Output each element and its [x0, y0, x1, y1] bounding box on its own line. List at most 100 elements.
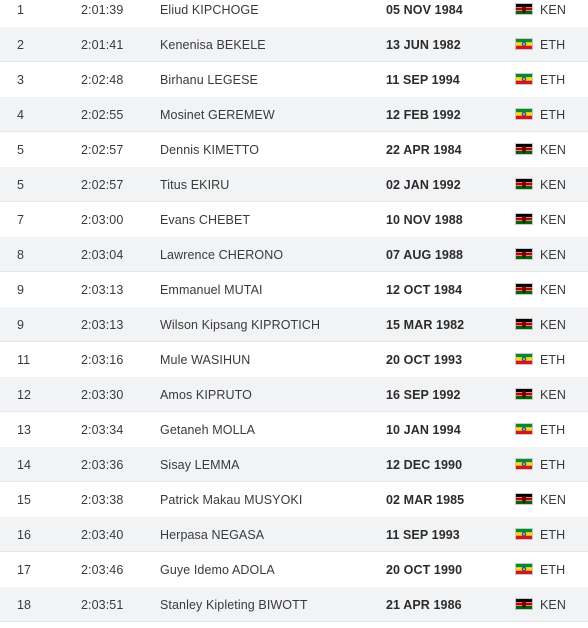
athlete-name[interactable]: Guye Idemo ADOLA [160, 562, 275, 577]
rank-cell: 11 [17, 352, 31, 367]
country-code: KEN [540, 597, 567, 612]
country-code: KEN [540, 282, 567, 297]
athlete-name[interactable]: Patrick Makau MUSYOKI [160, 492, 303, 507]
country-code: KEN [540, 492, 567, 507]
athlete-name[interactable]: Lawrence CHERONO [160, 247, 284, 262]
mark-cell: 2:02:48 [81, 72, 124, 87]
mark-cell: 2:03:16 [81, 352, 124, 367]
country-code: ETH [540, 457, 566, 472]
country-code: ETH [540, 37, 566, 52]
rank-cell: 1 [17, 2, 25, 17]
mark-cell: 2:02:55 [81, 107, 124, 122]
table-row: 9 2:03:13 Emmanuel MUTAI 12 OCT 1984 KEN [0, 272, 588, 307]
rank-cell: 18 [17, 597, 32, 612]
table-row: 3 2:02:48 Birhanu LEGESE 11 SEP 1994 ETH [0, 62, 588, 97]
athlete-name[interactable]: Dennis KIMETTO [160, 142, 260, 157]
ethiopia-flag-icon [515, 457, 533, 470]
rank-cell: 7 [17, 212, 25, 227]
athlete-name[interactable]: Sisay LEMMA [160, 457, 240, 472]
date-of-birth-cell: 20 OCT 1990 [386, 562, 463, 577]
rank-cell: 5 [17, 177, 25, 192]
date-of-birth-cell: 12 DEC 1990 [386, 457, 463, 472]
date-of-birth-cell: 20 OCT 1993 [386, 352, 463, 367]
rank-cell: 3 [17, 72, 25, 87]
table-row: 13 2:03:34 Getaneh MOLLA 10 JAN 1994 ETH [0, 412, 588, 447]
country-code: KEN [540, 2, 567, 17]
ethiopia-flag-icon [515, 37, 533, 50]
mark-cell: 2:03:51 [81, 597, 124, 612]
date-of-birth-cell: 10 JAN 1994 [386, 422, 461, 437]
table-row: 4 2:02:55 Mosinet GEREMEW 12 FEB 1992 ET… [0, 97, 588, 132]
mark-cell: 2:02:57 [81, 177, 124, 192]
ethiopia-flag-icon [515, 107, 533, 120]
rank-cell: 13 [17, 422, 32, 437]
country-code: KEN [540, 317, 567, 332]
kenya-flag-icon [515, 317, 533, 330]
ethiopia-flag-icon [515, 72, 533, 85]
athlete-name[interactable]: Emmanuel MUTAI [160, 282, 263, 297]
date-of-birth-cell: 22 APR 1984 [386, 142, 462, 157]
rank-cell: 9 [17, 282, 25, 297]
kenya-flag-icon [515, 247, 533, 260]
kenya-flag-icon [515, 282, 533, 295]
mark-cell: 2:03:46 [81, 562, 124, 577]
kenya-flag-icon [515, 492, 533, 505]
athlete-name[interactable]: Wilson Kipsang KIPROTICH [160, 317, 321, 332]
country-code: KEN [540, 142, 567, 157]
rank-cell: 16 [17, 527, 32, 542]
athlete-name[interactable]: Stanley Kipleting BIWOTT [160, 597, 308, 612]
country-code: ETH [540, 527, 566, 542]
country-code: KEN [540, 212, 567, 227]
mark-cell: 2:01:41 [81, 37, 124, 52]
mark-cell: 2:03:38 [81, 492, 124, 507]
mark-cell: 2:01:39 [81, 2, 124, 17]
table-row: 12 2:03:30 Amos KIPRUTO 16 SEP 1992 KEN [0, 377, 588, 412]
table-row: 9 2:03:13 Wilson Kipsang KIPROTICH 15 MA… [0, 307, 588, 342]
ethiopia-flag-icon [515, 562, 533, 575]
rank-cell: 12 [17, 387, 32, 402]
athlete-name[interactable]: Kenenisa BEKELE [160, 37, 266, 52]
country-code: KEN [540, 247, 567, 262]
date-of-birth-cell: 02 MAR 1985 [386, 492, 465, 507]
kenya-flag-icon [515, 387, 533, 400]
date-of-birth-cell: 12 FEB 1992 [386, 107, 461, 122]
date-of-birth-cell: 05 NOV 1984 [386, 2, 463, 17]
date-of-birth-cell: 12 OCT 1984 [386, 282, 463, 297]
table-row: 14 2:03:36 Sisay LEMMA 12 DEC 1990 ETH [0, 447, 588, 482]
athlete-name[interactable]: Mule WASIHUN [160, 352, 251, 367]
table-row: 11 2:03:16 Mule WASIHUN 20 OCT 1993 ETH [0, 342, 588, 377]
rank-cell: 5 [17, 142, 25, 157]
table-row: 5 2:02:57 Dennis KIMETTO 22 APR 1984 KEN [0, 132, 588, 167]
athlete-name[interactable]: Getaneh MOLLA [160, 422, 256, 437]
ethiopia-flag-icon [515, 422, 533, 435]
country-code: KEN [540, 387, 567, 402]
rank-cell: 9 [17, 317, 25, 332]
rank-cell: 2 [17, 37, 25, 52]
mark-cell: 2:03:30 [81, 387, 124, 402]
mark-cell: 2:03:36 [81, 457, 124, 472]
rank-cell: 17 [17, 562, 32, 577]
mark-cell: 2:03:40 [81, 527, 124, 542]
athlete-name[interactable]: Birhanu LEGESE [160, 72, 258, 87]
athlete-name[interactable]: Mosinet GEREMEW [160, 107, 275, 122]
table-row: 1 2:01:39 Eliud KIPCHOGE 05 NOV 1984 KEN [0, 0, 588, 27]
country-code: ETH [540, 422, 566, 437]
date-of-birth-cell: 13 JUN 1982 [386, 37, 461, 52]
athlete-name[interactable]: Titus EKIRU [160, 177, 230, 192]
date-of-birth-cell: 15 MAR 1982 [386, 317, 465, 332]
table-row: 8 2:03:04 Lawrence CHERONO 07 AUG 1988 K… [0, 237, 588, 272]
rank-cell: 14 [17, 457, 32, 472]
ethiopia-flag-icon [515, 527, 533, 540]
country-code: ETH [540, 72, 566, 87]
athlete-name[interactable]: Herpasa NEGASA [160, 527, 265, 542]
athlete-name[interactable]: Eliud KIPCHOGE [160, 2, 259, 17]
kenya-flag-icon [515, 212, 533, 225]
athlete-name[interactable]: Amos KIPRUTO [160, 387, 252, 402]
mark-cell: 2:03:04 [81, 247, 124, 262]
rank-cell: 8 [17, 247, 25, 262]
athlete-name[interactable]: Evans CHEBET [160, 212, 251, 227]
table-row: 15 2:03:38 Patrick Makau MUSYOKI 02 MAR … [0, 482, 588, 517]
table-row: 2 2:01:41 Kenenisa BEKELE 13 JUN 1982 ET… [0, 27, 588, 62]
date-of-birth-cell: 16 SEP 1992 [386, 387, 461, 402]
